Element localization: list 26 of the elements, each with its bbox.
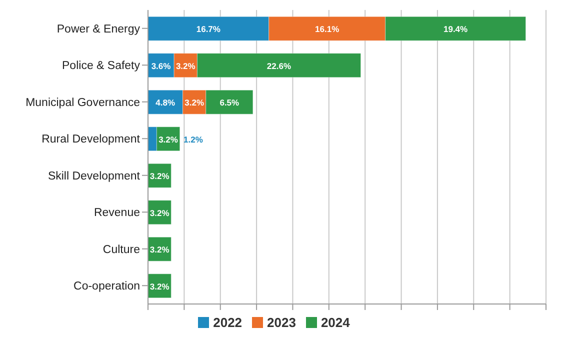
data-label: 3.2% bbox=[158, 134, 178, 144]
data-label: 22.6% bbox=[266, 60, 292, 71]
data-label: 19.4% bbox=[443, 24, 468, 34]
data-label: 3.2% bbox=[150, 171, 170, 182]
y-tick-label: Power & Energy bbox=[56, 23, 140, 36]
data-label: 16.7% bbox=[196, 24, 221, 34]
y-tick-label: Municipal Governance bbox=[26, 96, 140, 109]
data-label: 3.6% bbox=[151, 60, 172, 71]
data-label: 3.2% bbox=[150, 208, 170, 218]
legend-label: 2022 bbox=[213, 315, 242, 330]
y-tick-label: Skill Development bbox=[48, 170, 141, 182]
data-label: 16.1% bbox=[315, 24, 340, 34]
data-label: 3.2% bbox=[184, 98, 204, 108]
y-tick-label: Revenue bbox=[94, 207, 140, 220]
y-tick-label: Police & Safety bbox=[62, 60, 140, 72]
legend-label: 2023 bbox=[267, 315, 296, 330]
y-tick-label: Rural Development bbox=[42, 134, 141, 146]
y-tick-label: Co-operation bbox=[74, 280, 140, 293]
data-label: 6.5% bbox=[220, 98, 240, 108]
y-tick-label: Culture bbox=[102, 244, 140, 256]
data-label: 1.2% bbox=[184, 134, 204, 144]
data-label: 3.2% bbox=[176, 60, 196, 71]
legend-label: 2024 bbox=[320, 315, 350, 330]
data-label: 4.8% bbox=[156, 98, 176, 108]
data-label: 3.2% bbox=[150, 281, 170, 292]
data-label: 3.2% bbox=[150, 244, 170, 255]
